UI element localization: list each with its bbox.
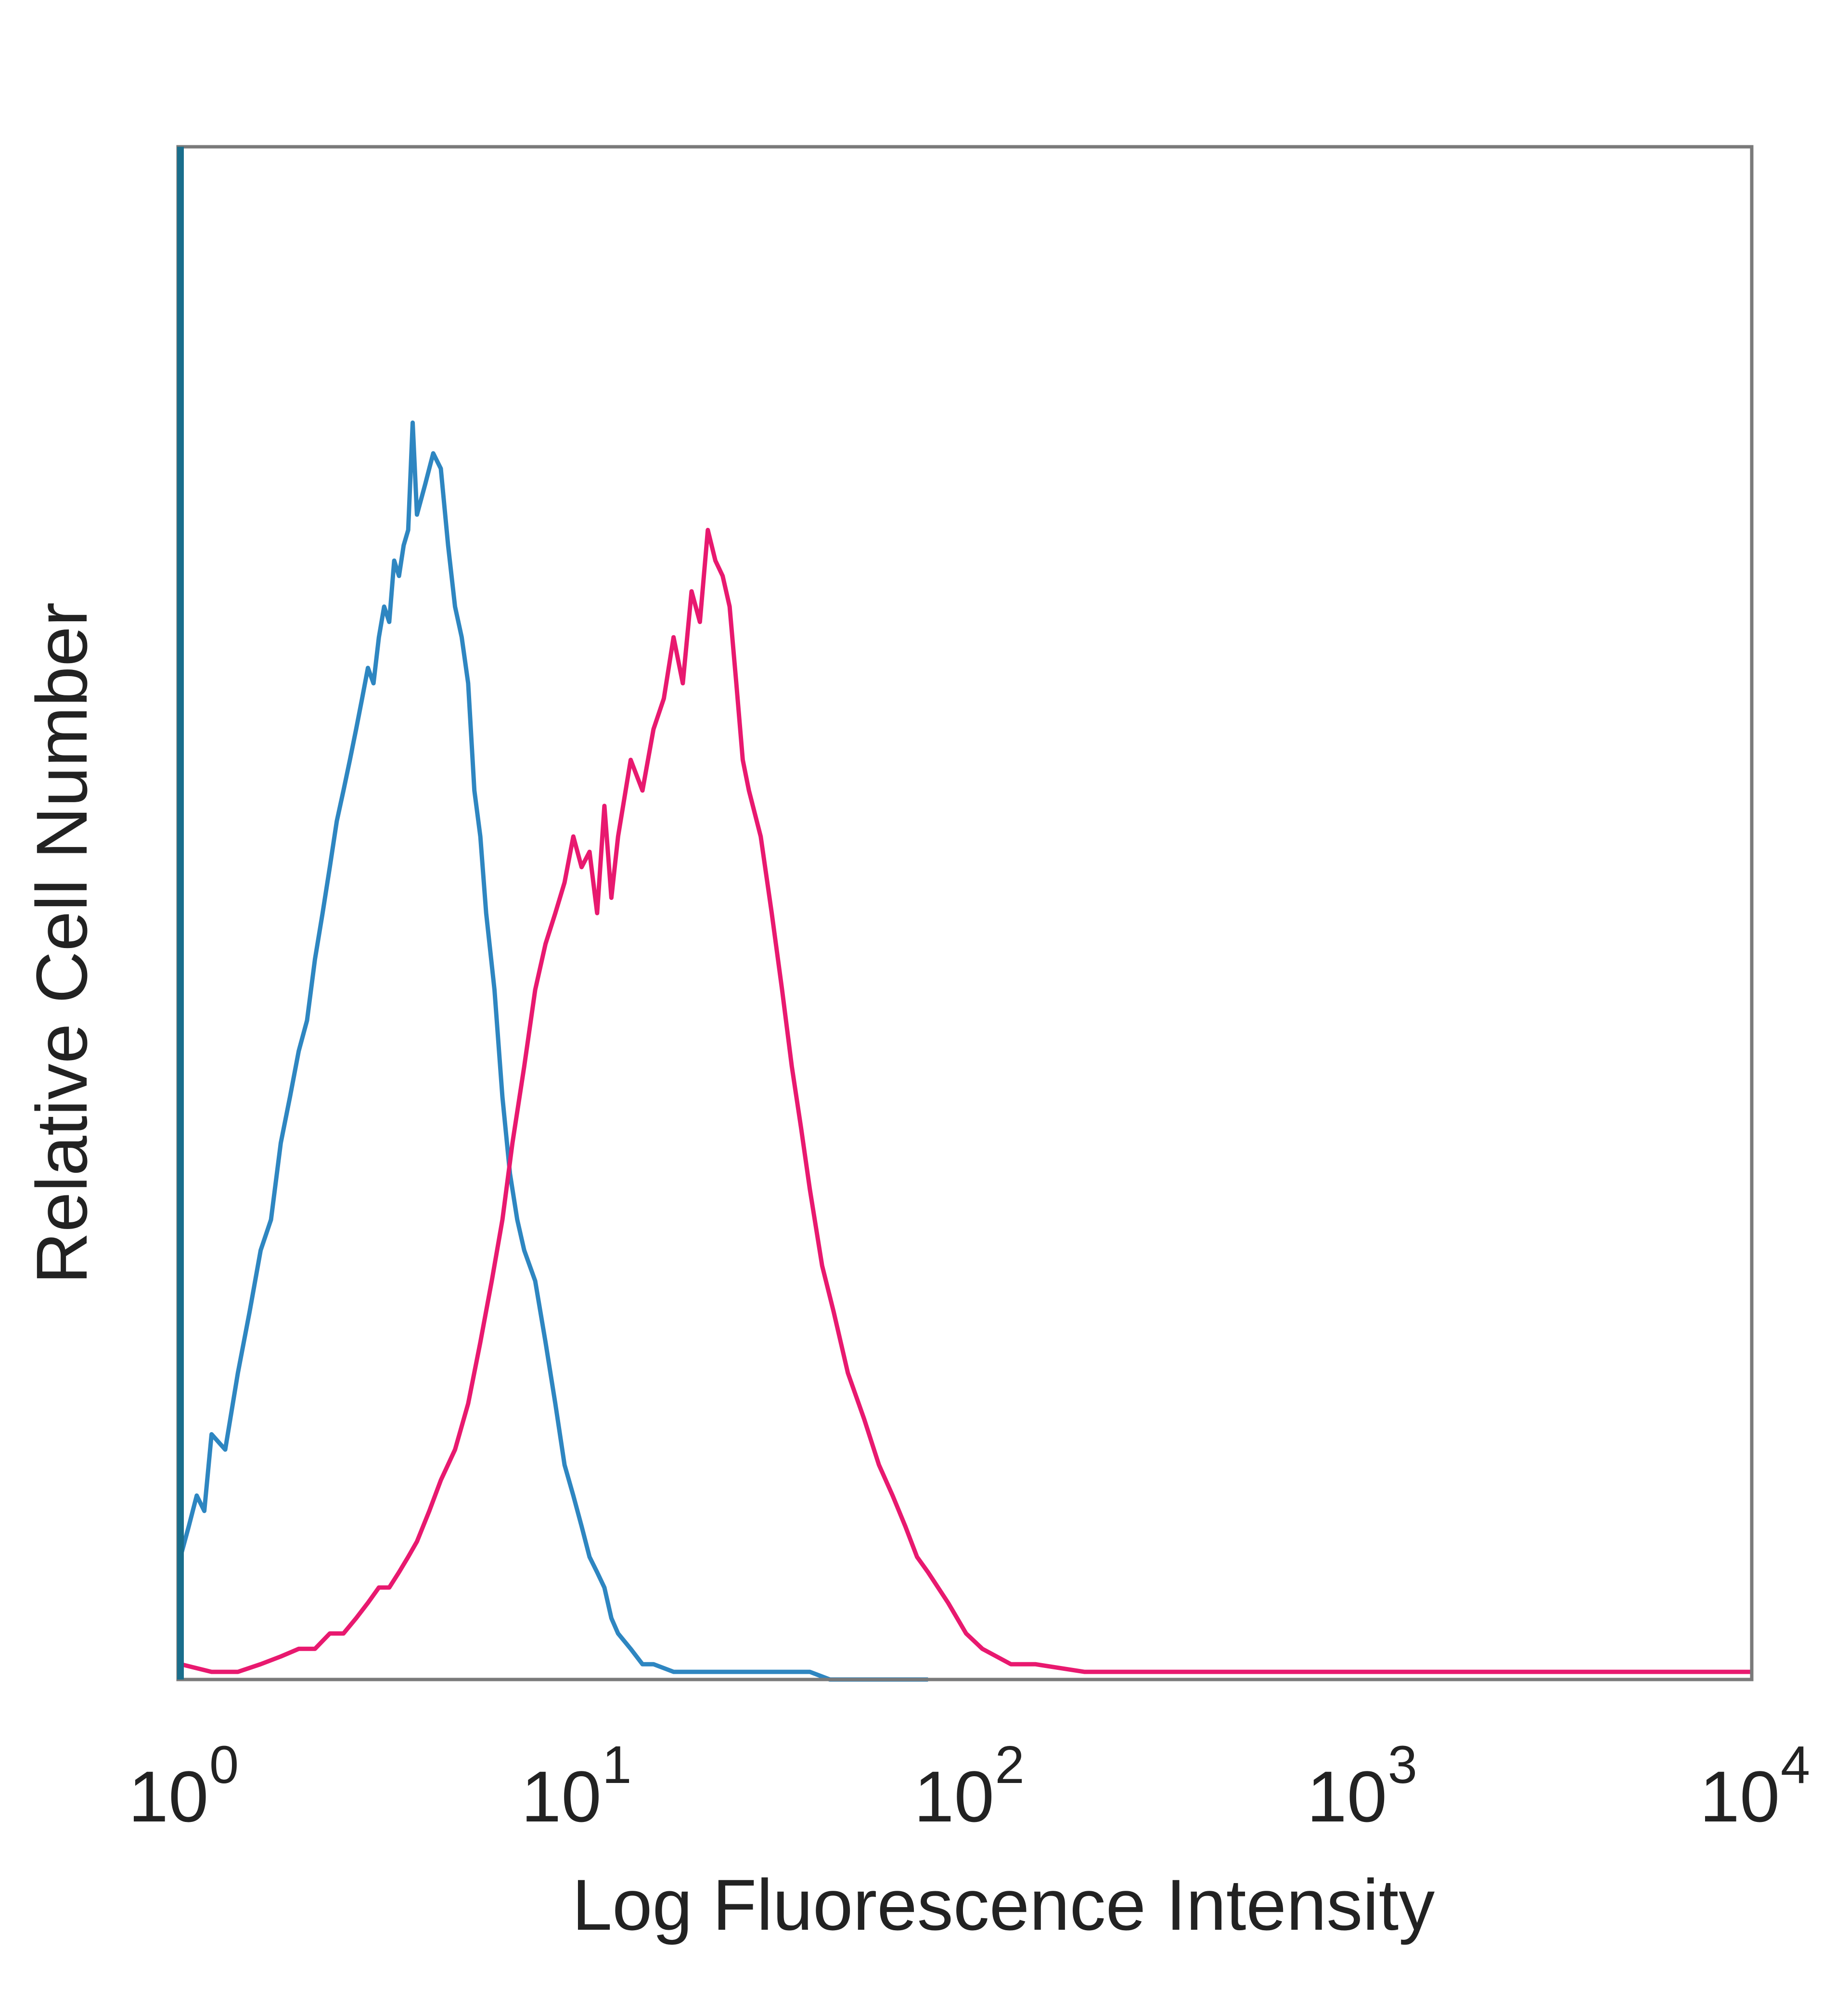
- histogram-series-1: [178, 420, 928, 1682]
- x-tick-exponent: 3: [1388, 1735, 1417, 1795]
- x-tick-exponent: 0: [209, 1735, 239, 1795]
- x-tick-label: 10 3: [1307, 1735, 1417, 1837]
- x-tick-exponent: 2: [995, 1735, 1025, 1795]
- series-layer: [178, 420, 1752, 1682]
- x-tick-label: 10 0: [128, 1735, 239, 1837]
- x-tick-label: 10 4: [1700, 1735, 1810, 1837]
- x-tick-labels: 10 0 10 1 10 2 10 3 10 4: [128, 1735, 1810, 1837]
- x-tick-base: 10: [1307, 1756, 1387, 1837]
- x-tick-label: 10 2: [914, 1735, 1025, 1837]
- x-tick-base: 10: [1700, 1756, 1780, 1837]
- x-tick-base: 10: [521, 1756, 602, 1837]
- x-tick-exponent: 4: [1781, 1735, 1810, 1795]
- histogram-series-2: [180, 527, 1752, 1674]
- x-tick-label: 10 1: [521, 1735, 632, 1837]
- x-tick-base: 10: [914, 1756, 994, 1837]
- y-axis-label: Relative Cell Number: [21, 602, 102, 1284]
- x-axis-label: Log Fluorescence Intensity: [572, 1864, 1435, 1945]
- x-tick-base: 10: [128, 1756, 209, 1837]
- x-tick-exponent: 1: [602, 1735, 631, 1795]
